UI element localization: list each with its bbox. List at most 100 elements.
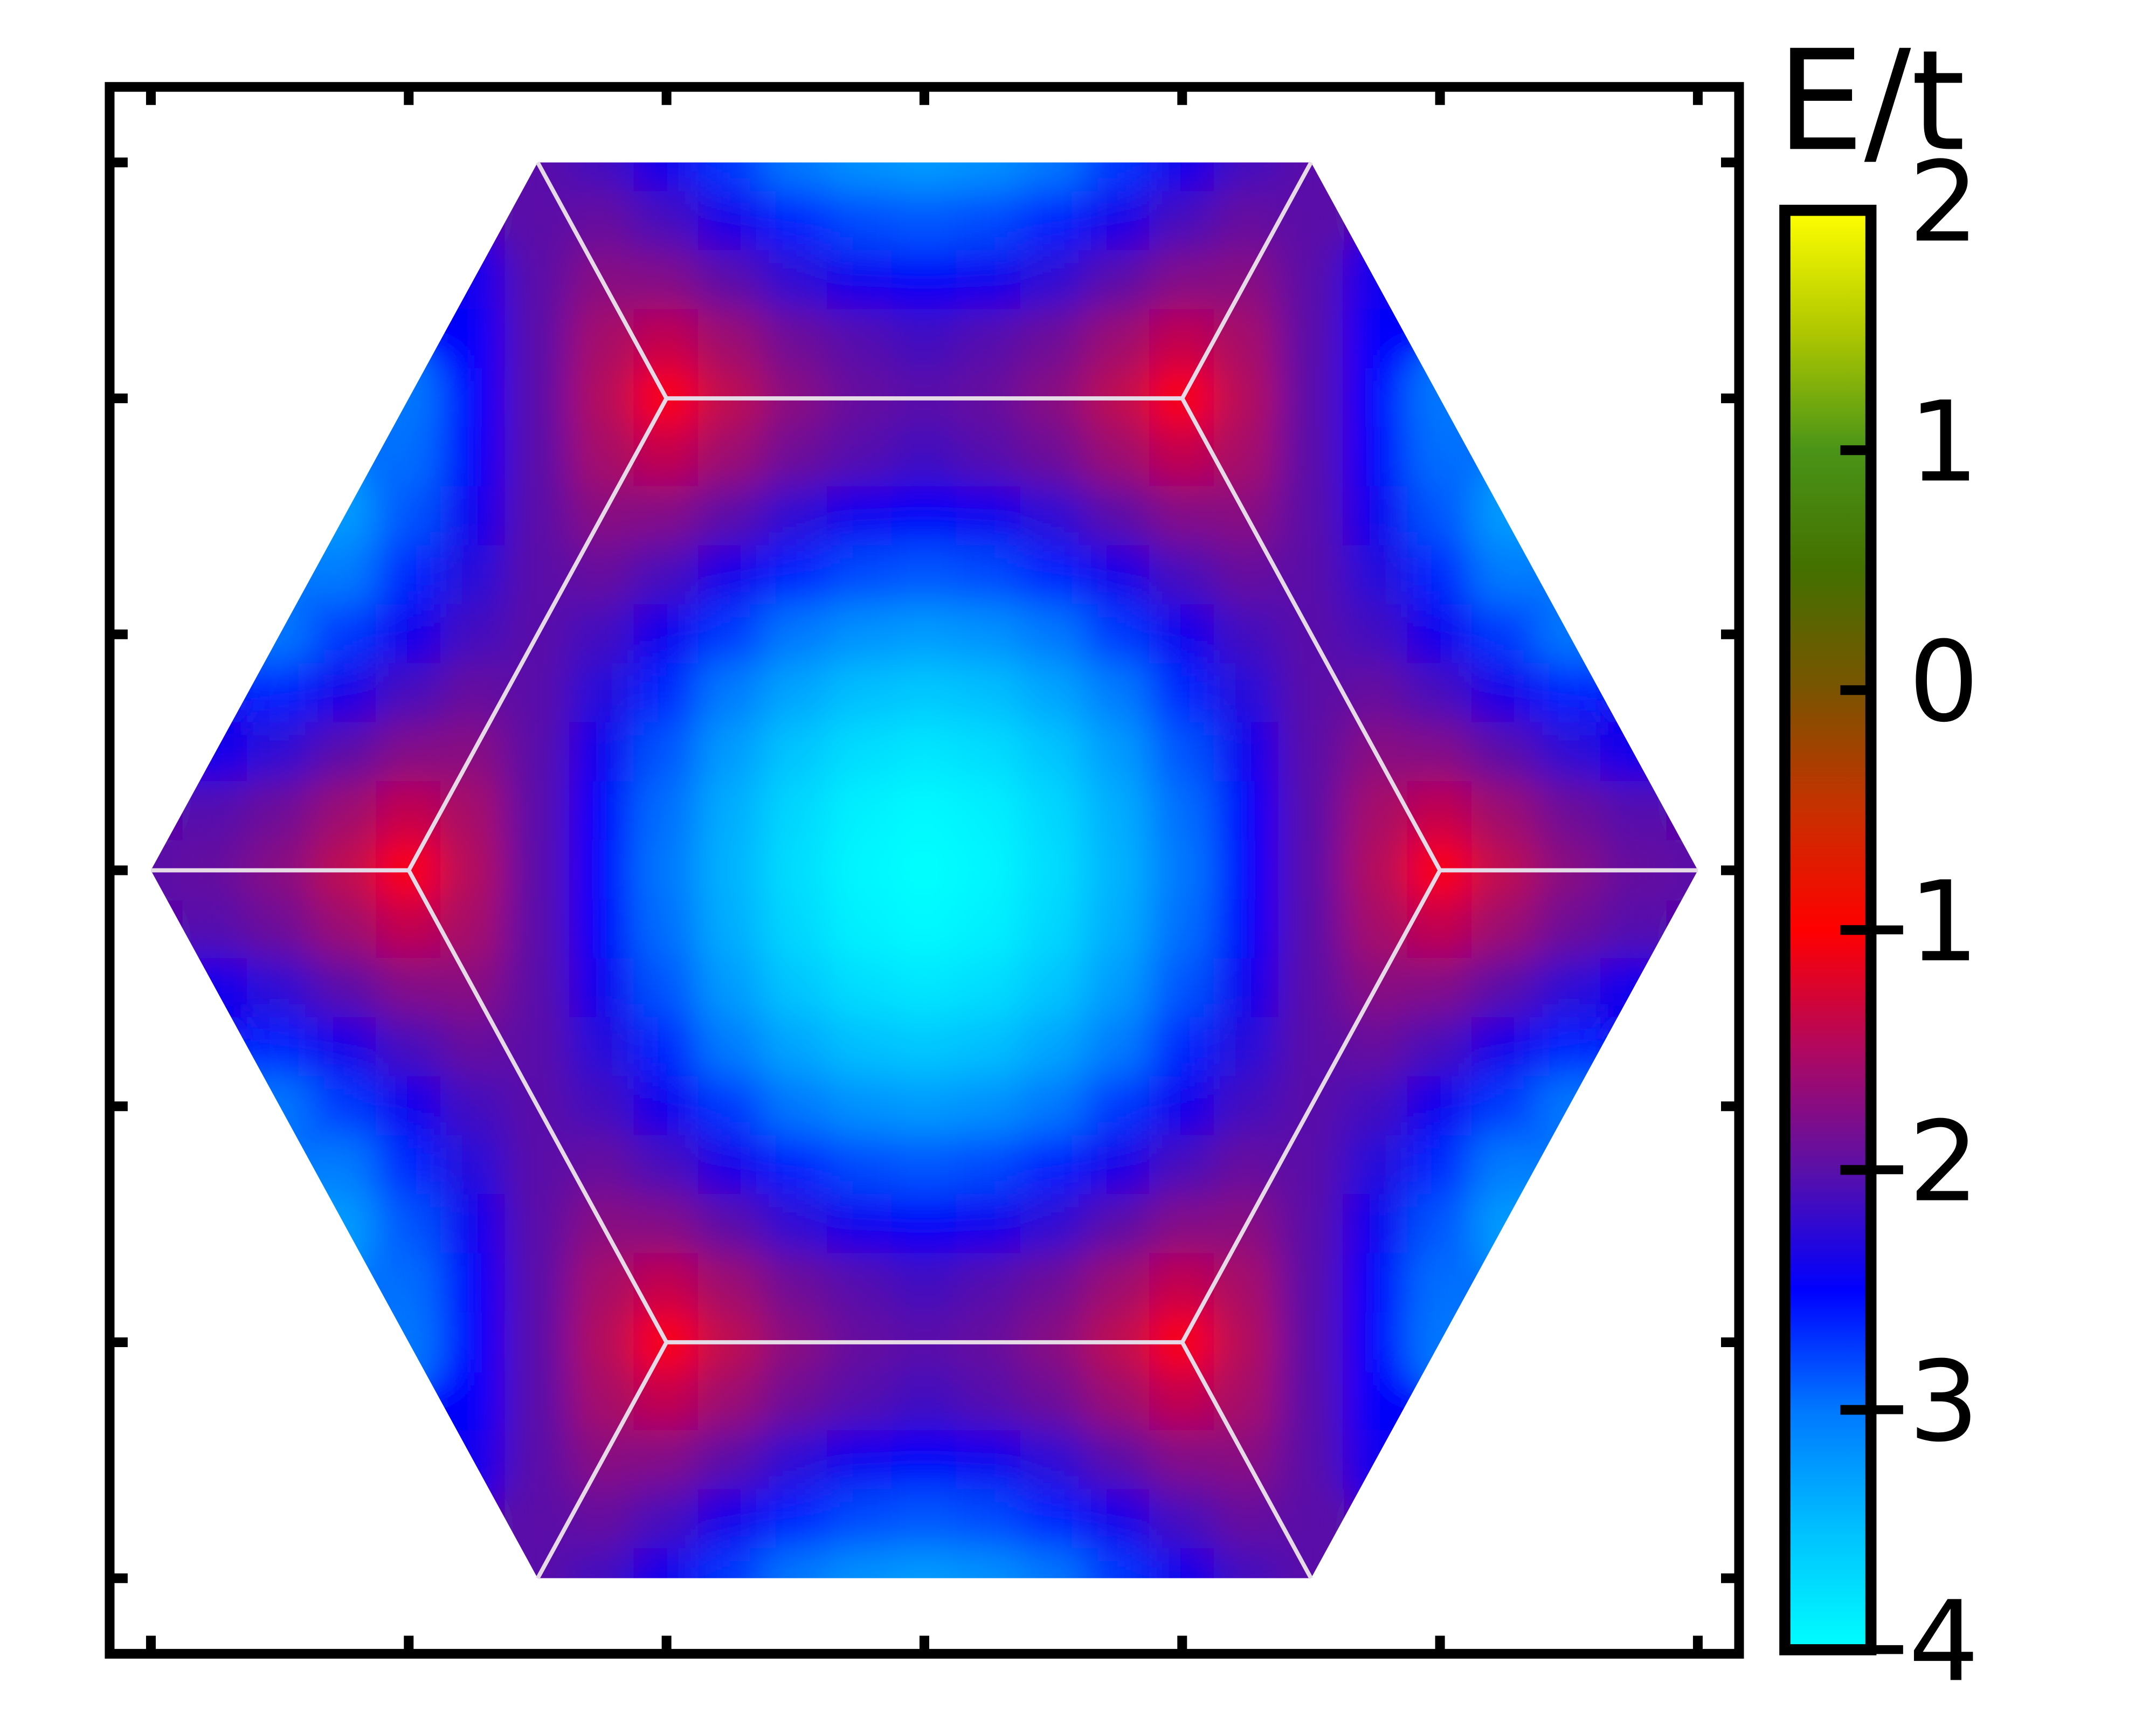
heat-cell xyxy=(311,486,377,547)
heat-cell xyxy=(1278,1312,1344,1373)
heat-cell xyxy=(1213,1253,1280,1314)
heat-cell xyxy=(1407,663,1473,724)
heat-cell xyxy=(505,1194,571,1255)
heat-cell xyxy=(1342,486,1409,547)
heat-cell xyxy=(1278,1371,1344,1432)
heat-cell xyxy=(633,604,700,665)
heat-cell xyxy=(1149,1194,1215,1255)
heat-cell xyxy=(633,899,700,960)
heat-cell xyxy=(827,899,893,960)
heat-cell xyxy=(698,722,764,783)
heat-cell xyxy=(762,781,828,842)
heat-cell xyxy=(311,958,377,1019)
colorbar-label: E/t xyxy=(1777,20,1965,182)
heat-cell xyxy=(1278,250,1344,311)
heat-cell xyxy=(1084,162,1151,193)
heat-cell xyxy=(956,309,1022,370)
heat-cell xyxy=(505,781,571,842)
heat-cell xyxy=(698,1135,764,1196)
spoke xyxy=(1180,161,1313,399)
heat-cell xyxy=(633,191,700,252)
heat-cell xyxy=(891,309,958,370)
heat-cell xyxy=(827,663,893,724)
heat-cell xyxy=(1149,899,1215,960)
heat-cell xyxy=(891,663,958,724)
heat-cell xyxy=(762,1430,828,1491)
heat-cell xyxy=(1342,368,1409,429)
heat-cell xyxy=(505,368,571,429)
heat-cell xyxy=(1020,486,1087,547)
heat-cell xyxy=(1213,309,1280,370)
heat-cell xyxy=(1278,427,1344,488)
heat-cell xyxy=(1084,1017,1151,1078)
heat-cell xyxy=(956,545,1022,606)
heat-cell xyxy=(440,781,506,842)
heat-cell xyxy=(440,1430,506,1491)
heat-cell xyxy=(1213,368,1280,429)
heat-cell xyxy=(891,604,958,665)
heat-cell xyxy=(633,781,700,842)
heat-cell xyxy=(891,899,958,960)
heat-cell xyxy=(1149,250,1215,311)
heat-cell xyxy=(956,1253,1022,1314)
heat-cell xyxy=(1084,722,1151,783)
heat-cell xyxy=(1407,604,1473,665)
heat-cell xyxy=(1149,545,1215,606)
heat-cell xyxy=(1084,604,1151,665)
heat-cell xyxy=(891,1430,958,1491)
heat-cell xyxy=(1407,1017,1473,1078)
heat-cell xyxy=(633,1194,700,1255)
colorbar-tick-label: 1 xyxy=(1909,377,1979,507)
heat-cell xyxy=(827,1489,893,1550)
heat-cell xyxy=(1020,722,1087,783)
colorbar-tick-label: -2 xyxy=(1869,1097,1979,1226)
heat-cell xyxy=(376,722,442,783)
heat-cell xyxy=(827,1548,893,1578)
heat-cell xyxy=(762,1548,828,1578)
heat-cell xyxy=(762,486,828,547)
colorbar-tick-label: 0 xyxy=(1909,617,1979,747)
heat-cell xyxy=(505,899,571,960)
heat-cell xyxy=(956,250,1022,311)
heat-cell xyxy=(762,1017,828,1078)
heat-cell xyxy=(311,1017,377,1078)
heat-cell xyxy=(311,663,377,724)
heat-cell xyxy=(891,840,958,901)
colorbar-tick-label: -4 xyxy=(1869,1577,1979,1707)
heat-cell xyxy=(827,1253,893,1314)
heat-cell xyxy=(182,958,248,1019)
heat-cell xyxy=(311,1076,377,1137)
heat-cell xyxy=(1020,250,1087,311)
heat-cell xyxy=(1084,1253,1151,1314)
heat-cell xyxy=(956,722,1022,783)
heat-cell xyxy=(311,604,377,665)
zone-lines xyxy=(150,161,1698,1579)
heat-cell xyxy=(1278,899,1344,960)
heat-cell xyxy=(698,427,764,488)
heat-cell xyxy=(440,1076,506,1137)
heat-cell xyxy=(1471,1194,1538,1255)
heat-cell xyxy=(762,663,828,724)
heat-cell xyxy=(956,427,1022,488)
heat-cell xyxy=(1149,604,1215,665)
heat-cell xyxy=(1084,1430,1151,1491)
heat-cell xyxy=(376,1194,442,1255)
heat-cell xyxy=(762,250,828,311)
heat-cell xyxy=(1342,250,1409,311)
heat-cell xyxy=(1020,1371,1087,1432)
heat-cell xyxy=(827,191,893,252)
heat-cell xyxy=(956,191,1022,252)
heat-cell xyxy=(569,604,635,665)
heat-cell xyxy=(1020,1430,1087,1491)
heat-cell xyxy=(956,604,1022,665)
heat-cell xyxy=(1084,1371,1151,1432)
heat-cell xyxy=(1020,1076,1087,1137)
heat-cell xyxy=(891,486,958,547)
heat-cell xyxy=(1342,427,1409,488)
heat-cell xyxy=(956,840,1022,901)
heat-cell xyxy=(311,545,377,606)
heat-cell xyxy=(827,840,893,901)
heat-cell xyxy=(1342,1253,1409,1314)
heat-cell xyxy=(376,1135,442,1196)
heat-cell xyxy=(762,191,828,252)
